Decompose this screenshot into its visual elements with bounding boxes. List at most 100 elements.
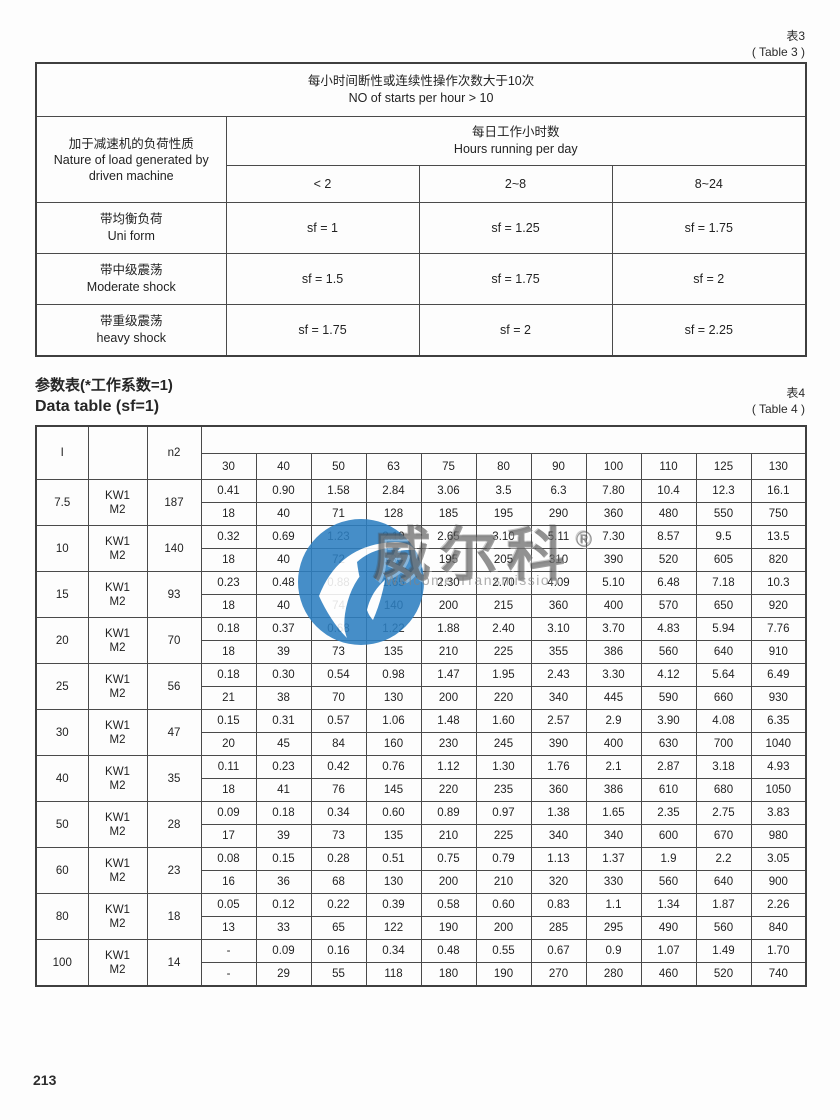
ratio-cell: 60 [35,847,89,894]
m2-value-cell: 29 [255,962,312,987]
m2-value-cell: 18 [200,594,257,618]
m2-value-cell: 41 [255,778,312,802]
m2-value-cell: 20 [200,732,257,756]
m2-value-cell: 73 [310,640,367,664]
kw1-value-cell: 0.60 [365,801,422,825]
kw1-value-cell: 0.79 [475,847,532,871]
m2-value-cell: 480 [640,502,697,526]
kw1-value-cell: 0.60 [475,893,532,917]
kw1-value-cell: 2.2 [695,847,752,871]
n2-cell: 23 [146,847,202,894]
m2-value-cell: 245 [475,732,532,756]
kw1-value-cell: 0.30 [255,663,312,687]
m2-value-cell: 386 [585,640,642,664]
kw1-value-cell: 1.1 [585,893,642,917]
row-sub-label: M2 [109,871,126,884]
kw1-value-cell: 2.9 [585,709,642,733]
m2-value-cell: 70 [310,686,367,710]
m2-value-cell: 55 [310,962,367,987]
m2-value-cell: 220 [420,778,477,802]
kw1-value-cell: 0.67 [530,939,587,963]
ratio-cell: 10 [35,525,89,572]
kw1-value-cell: 1.65 [585,801,642,825]
kw1-value-cell: 3.83 [750,801,807,825]
table-row-kw1: 25 KW1 M2 56 0.18 0.30 0.54 0.98 1.47 1.95 2.43 3.3… [35,663,807,710]
m2-value-cell: 1040 [750,732,807,756]
n2-col-header: n2 [146,425,202,480]
m2-value-cell: 215 [475,594,532,618]
m2-value-cell: 490 [640,916,697,940]
kw1-value-cell: 2.26 [750,893,807,917]
kw1-value-cell: 0.88 [310,571,367,595]
table-row-m2: 18 40 71 128 185 195 290 360 480 550 750 [36,502,807,526]
kw1-value-cell: 6.3 [530,479,587,503]
row-label-cell: KW1 M2 [87,847,148,894]
row-sub-label: KW1 [105,765,130,778]
size-col-header: 63 [365,453,422,480]
kw1-value-cell: 1.87 [695,893,752,917]
hours-running-en: Hours running per day [453,142,578,156]
row-sub-label: M2 [109,503,126,516]
kw1-value-cell: 3.05 [750,847,807,871]
kw1-value-cell: 6.49 [750,663,807,687]
m2-value-cell: 920 [750,594,807,618]
kw1-value-cell: 2.65 [420,525,477,549]
ratio-cell: 7.5 [35,479,89,526]
kw1-value-cell: 0.58 [420,893,477,917]
kw1-value-cell: 1.23 [310,525,367,549]
size-col-header: 80 [475,453,532,480]
kw1-value-cell: 1.37 [585,847,642,871]
m2-value-cell: 128 [365,502,422,526]
kw1-value-cell: 3.5 [475,479,532,503]
kw1-value-cell: 2.1 [585,755,642,779]
kw1-value-cell: 0.34 [365,939,422,963]
sf-value-cell: sf = 1.75 [611,202,807,254]
kw1-value-cell: 0.31 [255,709,312,733]
table-row-m2: 20 45 84 160 230 245 390 400 630 700 1040 [36,732,807,756]
kw1-value-cell: 0.98 [365,663,422,687]
hours-running-cn: 每日工作小时数 [472,125,560,139]
row-label-cell: KW1 M2 [87,663,148,710]
kw1-value-cell: 0.97 [475,801,532,825]
kw1-value-cell: 7.18 [695,571,752,595]
table4-tag-cn: 表4 [786,386,805,400]
kw1-value-cell: 7.30 [585,525,642,549]
load-type-cell: 带中级震荡 Moderate shock [35,253,227,305]
m2-value-cell: 40 [255,502,312,526]
kw1-value-cell: 1.34 [640,893,697,917]
kw1-value-cell: 1.06 [365,709,422,733]
row-label-cell: KW1 M2 [87,525,148,572]
load-type-cn: 带中级震荡 [99,263,163,277]
m2-value-cell: 630 [640,732,697,756]
m2-value-cell: 330 [585,870,642,894]
kw1-value-cell: 2.75 [695,801,752,825]
row-sub-label: KW1 [105,857,130,870]
row-label-cell: KW1 M2 [87,571,148,618]
kw1-value-cell: 5.11 [530,525,587,549]
m2-value-cell: 40 [255,548,312,572]
load-type-en: Uni form [107,229,155,243]
row-sub-label: KW1 [105,719,130,732]
kw1-value-cell: 0.16 [310,939,367,963]
m2-value-cell: 320 [530,870,587,894]
row-label-cell: KW1 M2 [87,893,148,940]
m2-value-cell: 445 [585,686,642,710]
kw1-value-cell: 2.19 [365,525,422,549]
n2-cell: 140 [146,525,202,572]
service-factor-table: 每小时间断性或连续性操作次数大于10次 NO of starts per hou… [35,62,808,357]
ratio-cell: 80 [35,893,89,940]
table-row-kw1: 50 KW1 M2 28 0.09 0.18 0.34 0.60 0.89 0.97 1.38 1.6… [35,801,807,848]
kw1-value-cell: 3.18 [695,755,752,779]
m2-value-cell: 84 [310,732,367,756]
m2-value-cell: 130 [365,686,422,710]
kw1-value-cell: 0.05 [200,893,257,917]
m2-value-cell: 400 [585,732,642,756]
m2-value-cell: 13 [200,916,257,940]
m2-value-cell: 640 [695,870,752,894]
kw1-value-cell: 2.40 [475,617,532,641]
m2-value-cell: 605 [695,548,752,572]
row-sub-label: M2 [109,825,126,838]
row-sub-label: M2 [109,779,126,792]
row-label-cell: KW1 M2 [87,939,148,987]
kw1-value-cell: 3.10 [475,525,532,549]
